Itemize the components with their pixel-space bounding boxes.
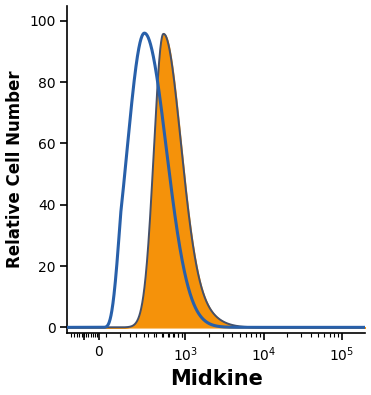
Y-axis label: Relative Cell Number: Relative Cell Number: [6, 71, 23, 268]
X-axis label: Midkine: Midkine: [170, 369, 263, 389]
